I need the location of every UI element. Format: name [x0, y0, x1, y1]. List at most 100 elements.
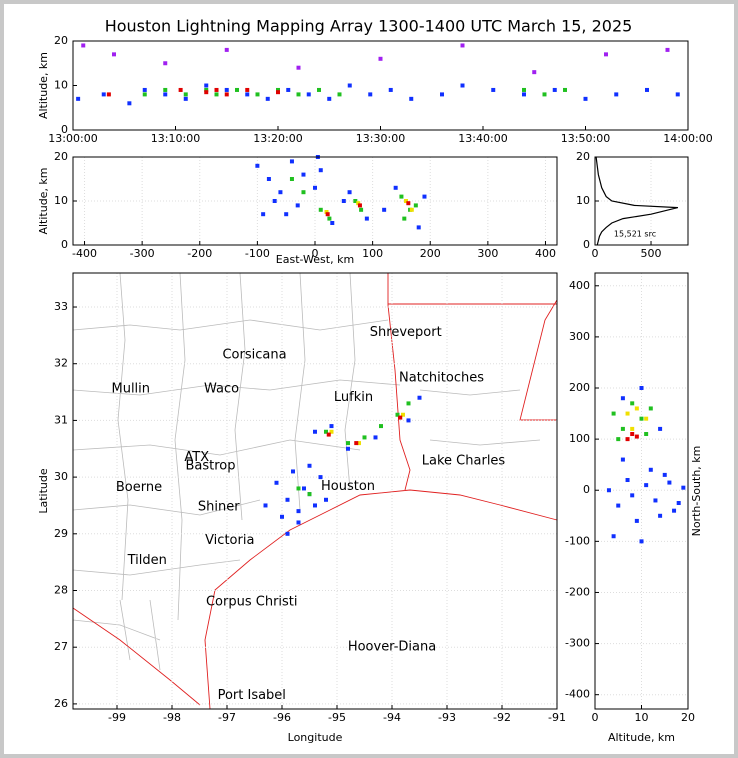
y-tick-label: 0 — [583, 238, 590, 251]
source-point — [347, 83, 352, 88]
plot-frame — [72, 272, 558, 710]
source-point — [280, 514, 284, 519]
source-point — [301, 190, 306, 195]
source-point — [620, 396, 625, 401]
source-point — [662, 472, 667, 477]
source-point — [630, 432, 635, 437]
source-point — [204, 90, 209, 95]
source-point — [398, 415, 403, 420]
y-tick-label: 30 — [54, 470, 68, 483]
source-point — [81, 43, 86, 48]
source-point — [522, 87, 526, 92]
source-point — [382, 207, 387, 212]
source-point — [245, 87, 250, 92]
source-point — [460, 83, 465, 88]
source-point — [346, 446, 350, 451]
source-point — [224, 87, 229, 92]
source-point — [276, 90, 280, 95]
y-axis-label: North-South, km — [690, 446, 703, 537]
plot-frame — [72, 156, 558, 246]
source-point — [583, 96, 588, 101]
source-point — [359, 207, 364, 212]
source-point — [330, 221, 335, 225]
source-point — [324, 497, 328, 502]
source-point — [326, 432, 331, 437]
source-point — [341, 199, 346, 203]
x-tick-label: -95 — [328, 711, 346, 724]
source-point — [416, 225, 421, 230]
source-point — [324, 429, 328, 434]
source-point — [214, 92, 219, 97]
source-point — [639, 416, 644, 421]
city-label: Tilden — [127, 553, 167, 568]
source-point — [672, 508, 677, 513]
source-point — [378, 56, 383, 61]
source-point — [399, 194, 404, 199]
y-axis-label: Latitude — [37, 468, 50, 514]
source-point — [658, 513, 663, 518]
source-point — [285, 531, 290, 536]
source-point — [306, 92, 311, 97]
source-point — [606, 488, 611, 493]
source-point — [163, 61, 168, 66]
source-point — [658, 426, 663, 431]
source-point — [284, 212, 289, 217]
city-label: Bastrop — [185, 458, 235, 473]
plot-frame — [594, 272, 689, 710]
source-point — [675, 92, 680, 97]
source-point — [265, 96, 270, 101]
source-point — [552, 87, 557, 92]
city-label: Port Isabel — [218, 688, 286, 703]
source-point — [665, 47, 670, 52]
source-point — [563, 87, 567, 92]
x-tick-label: 13:50:00 — [561, 132, 610, 145]
source-point — [644, 483, 649, 488]
y-tick-label: 31 — [54, 413, 68, 426]
x-tick-label: 400 — [535, 247, 556, 260]
x-tick-label: -99 — [108, 711, 126, 724]
source-point — [417, 395, 422, 400]
city-label: Lake Charles — [422, 454, 506, 469]
source-point — [406, 201, 411, 206]
source-point — [337, 92, 342, 97]
source-point — [379, 424, 383, 429]
source-point — [313, 429, 317, 434]
y-tick-label: 200 — [569, 381, 590, 394]
figure-background — [4, 4, 734, 754]
annotation: 15,521 src — [614, 230, 656, 239]
source-point — [127, 101, 132, 106]
source-point — [401, 412, 405, 417]
source-point — [324, 210, 329, 214]
y-tick-label: 0 — [583, 483, 590, 496]
x-tick-label: 0 — [312, 247, 319, 260]
source-point — [522, 92, 526, 97]
city-label: Houston — [321, 479, 375, 494]
x-tick-label: -94 — [383, 711, 401, 724]
y-tick-label: 100 — [569, 432, 590, 445]
source-point — [296, 509, 301, 514]
x-tick-label: -97 — [218, 711, 236, 724]
x-tick-label: 13:10:00 — [151, 132, 200, 145]
source-point — [327, 96, 332, 101]
source-point — [276, 87, 280, 92]
city-label: ATX — [184, 450, 209, 465]
source-point — [318, 168, 323, 173]
source-point — [346, 441, 350, 446]
y-tick-label: 10 — [54, 194, 68, 207]
source-point — [667, 480, 672, 485]
x-tick-label: 10 — [635, 711, 649, 724]
source-point — [183, 92, 188, 97]
source-point — [329, 424, 334, 429]
source-point — [393, 185, 398, 190]
source-point — [285, 497, 290, 502]
y-axis-label: Altitude, km — [37, 52, 50, 119]
source-point — [255, 163, 260, 168]
source-point — [614, 92, 619, 97]
source-point — [364, 216, 369, 221]
x-axis-label: Altitude, km — [608, 731, 675, 744]
source-point — [272, 199, 277, 203]
source-point — [289, 159, 294, 164]
source-point — [634, 518, 639, 523]
source-point — [625, 437, 630, 442]
